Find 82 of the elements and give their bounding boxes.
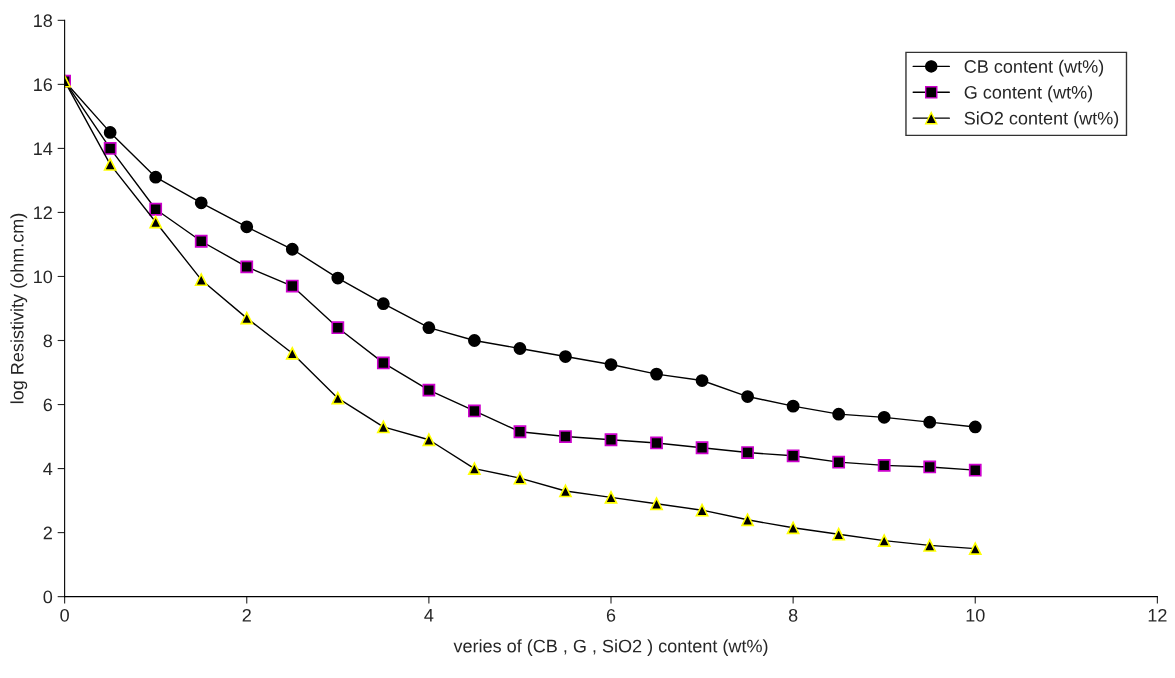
point (559, 350, 572, 363)
point (786, 449, 800, 463)
point (194, 234, 208, 248)
point (513, 342, 527, 355)
y-tick-label: 2 (43, 526, 52, 540)
point (741, 390, 754, 403)
point (559, 430, 572, 443)
x-tick-label: 8 (788, 608, 798, 622)
point (422, 433, 436, 447)
point (194, 273, 208, 287)
point (422, 383, 436, 397)
point (968, 420, 982, 434)
x-tick-label: 2 (242, 608, 251, 622)
point (376, 420, 390, 434)
point (695, 374, 709, 387)
point (877, 534, 891, 548)
y-tick-label: 0 (43, 590, 53, 604)
y-axis-title: log Resistivity (ohm.cm) (10, 213, 28, 404)
point (240, 311, 254, 325)
point (240, 260, 254, 274)
point (786, 399, 800, 413)
point (604, 490, 618, 504)
point (650, 497, 663, 511)
point (149, 170, 163, 184)
legend-label: CB content (wt%) (964, 59, 1104, 77)
y-tick-label: 14 (34, 142, 53, 155)
point (604, 433, 618, 447)
point (285, 279, 299, 293)
point (968, 463, 982, 477)
point (923, 415, 937, 429)
point (650, 436, 663, 450)
point (695, 441, 709, 455)
point (194, 196, 208, 210)
point (149, 202, 163, 216)
point (285, 346, 299, 360)
point (741, 446, 754, 459)
point (559, 484, 572, 498)
point (376, 356, 390, 370)
point (331, 271, 345, 285)
x-tick-label: 6 (606, 608, 616, 622)
legend-label: SiO2 content (wt%) (964, 111, 1119, 129)
point (331, 391, 345, 405)
point (923, 539, 937, 552)
point (832, 407, 846, 421)
y-tick-label: 8 (43, 334, 53, 348)
point (832, 527, 846, 541)
point (832, 455, 846, 469)
point (786, 521, 800, 535)
y-tick-label: 4 (43, 462, 53, 476)
point (650, 367, 663, 381)
point (376, 297, 390, 311)
point (149, 215, 163, 229)
point (877, 458, 891, 472)
y-tick-label: 18 (34, 14, 53, 28)
point (103, 158, 117, 171)
point (422, 321, 436, 335)
legend-label: G content (wt%) (964, 85, 1093, 103)
y-tick-label: 12 (34, 206, 52, 219)
point (604, 358, 618, 371)
point (513, 425, 527, 439)
point (513, 471, 527, 485)
x-tick-label: 12 (1148, 608, 1167, 622)
y-tick-label: 6 (43, 398, 53, 412)
point (103, 126, 117, 139)
x-tick-label: 10 (966, 608, 985, 622)
point (468, 404, 481, 418)
x-tick-label: 0 (60, 608, 69, 622)
point (331, 321, 345, 335)
point (877, 410, 891, 424)
x-tick-label: 4 (424, 609, 434, 622)
y-tick-label: 10 (34, 270, 53, 284)
point (695, 503, 709, 517)
point (285, 242, 299, 256)
point (923, 460, 937, 474)
point (468, 462, 481, 475)
x-axis-title: veries of (CB , G , SiO2 ) content (wt%) (453, 639, 768, 656)
point (468, 334, 481, 347)
point (240, 220, 254, 234)
y-tick-label: 16 (34, 78, 53, 92)
point (103, 142, 117, 155)
point (968, 542, 982, 556)
point (741, 513, 754, 527)
